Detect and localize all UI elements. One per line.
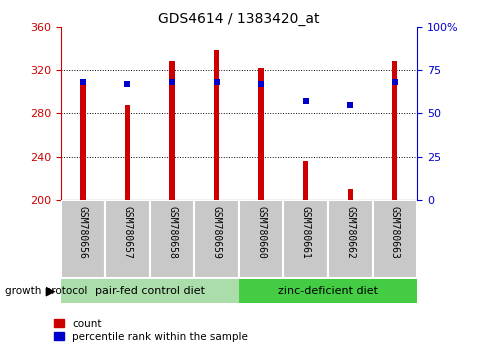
- Text: growth protocol: growth protocol: [5, 286, 87, 296]
- Bar: [60, 200, 105, 278]
- Bar: [60, 279, 238, 303]
- Text: GSM780660: GSM780660: [256, 206, 266, 259]
- Title: GDS4614 / 1383420_at: GDS4614 / 1383420_at: [158, 12, 319, 25]
- Text: zinc-deficient diet: zinc-deficient diet: [277, 286, 377, 296]
- Bar: [283, 200, 327, 278]
- Text: GSM780658: GSM780658: [166, 206, 177, 259]
- Text: GSM780663: GSM780663: [389, 206, 399, 259]
- Bar: [347, 189, 352, 200]
- Text: GSM780656: GSM780656: [78, 206, 88, 259]
- Bar: [80, 81, 85, 200]
- Bar: [372, 200, 416, 278]
- Bar: [302, 161, 308, 200]
- Bar: [258, 68, 263, 200]
- Legend: count, percentile rank within the sample: count, percentile rank within the sample: [54, 319, 248, 342]
- Text: GSM780662: GSM780662: [345, 206, 354, 259]
- Bar: [213, 50, 219, 200]
- Bar: [327, 200, 372, 278]
- Text: pair-fed control diet: pair-fed control diet: [94, 286, 204, 296]
- Bar: [194, 200, 238, 278]
- Bar: [150, 200, 194, 278]
- Text: ▶: ▶: [46, 284, 56, 297]
- Text: GSM780661: GSM780661: [300, 206, 310, 259]
- Text: GSM780657: GSM780657: [122, 206, 132, 259]
- Bar: [238, 279, 416, 303]
- Text: GSM780659: GSM780659: [211, 206, 221, 259]
- Bar: [169, 61, 174, 200]
- Bar: [124, 104, 130, 200]
- Bar: [105, 200, 150, 278]
- Bar: [238, 200, 283, 278]
- Bar: [392, 61, 397, 200]
